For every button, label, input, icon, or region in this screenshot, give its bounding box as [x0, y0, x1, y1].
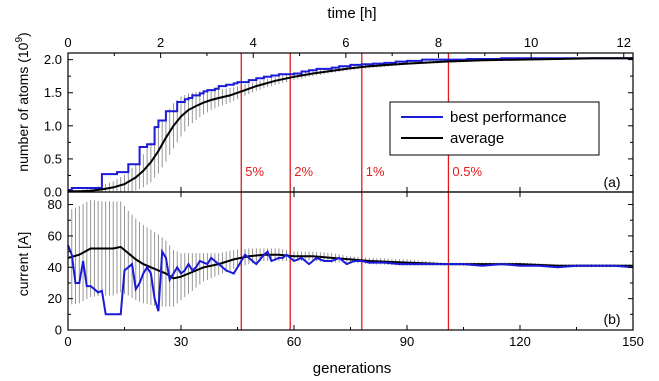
b-xtick-label: 60: [287, 334, 301, 349]
vertical-marker-label: 5%: [245, 164, 264, 179]
legend-box: [389, 101, 600, 156]
top-xtick-label: 0: [64, 35, 71, 50]
panel-a: 5% 2% 1% 0.5% 0.0 0.5 1.0 1.5 2.0 0 2 4 6 8 10 12 (a)…: [14, 32, 634, 200]
b-ytick-label: 60: [48, 228, 62, 243]
y-ticks-b: 0 20 40 60 80: [48, 197, 633, 338]
best-performance-line-b: [67, 244, 634, 316]
a-ytick-label: 0.5: [44, 151, 62, 166]
b-xtick-label: 0: [64, 334, 71, 349]
vertical-marker-label: 1%: [366, 164, 385, 179]
y-ticks-a: 0.0 0.5 1.0 1.5 2.0: [44, 52, 633, 200]
panel-label-a: (a): [603, 174, 620, 190]
top-xtick-label: 2: [157, 35, 164, 50]
top-xtick-label: 6: [342, 35, 349, 50]
top-xtick-label: 12: [617, 35, 631, 50]
legend-label-average: average: [450, 130, 504, 147]
b-xtick-label: 120: [509, 334, 531, 349]
y-axis-title-a: number of atoms (109): [14, 32, 31, 171]
top-xtick-label: 4: [250, 35, 257, 50]
a-ytick-label: 1.0: [44, 118, 62, 133]
a-ytick-label: 1.5: [44, 85, 62, 100]
top-x-ticks-a: 0 2 4 6 8 10 12: [64, 35, 631, 58]
best-performance-line-a: [68, 57, 633, 191]
b-xtick-label: 150: [622, 334, 644, 349]
x-ticks-b: 0 30 60 90 120 150: [64, 192, 644, 349]
top-xtick-label: 10: [524, 35, 538, 50]
vertical-marker-labels-a: 5% 2% 1% 0.5%: [245, 164, 482, 179]
top-axis-title: time [h]: [327, 5, 376, 22]
panel-b: 0 20 40 60 80 0 30 60 90 120 150 (b) current [A]: [15, 191, 644, 349]
b-ytick-label: 40: [48, 260, 62, 275]
vertical-marker-label: 2%: [294, 164, 313, 179]
b-xtick-label: 90: [400, 334, 414, 349]
b-ytick-label: 80: [48, 197, 62, 212]
b-xtick-label: 30: [174, 334, 188, 349]
average-line-a: [68, 57, 633, 193]
x-axis-title: generations: [313, 360, 391, 377]
legend: best performance average: [389, 101, 600, 156]
a-ytick-label: 0.0: [44, 185, 62, 200]
legend-label-best: best performance: [450, 109, 567, 126]
b-ytick-label: 20: [48, 291, 62, 306]
vertical-marker-label: 0.5%: [452, 164, 482, 179]
a-ytick-label: 2.0: [44, 52, 62, 67]
bottom-x-ticks-a: [67, 187, 634, 192]
panel-label-b: (b): [603, 311, 620, 327]
y-axis-title-b: current [A]: [15, 232, 31, 297]
b-ytick-label: 0: [55, 323, 62, 338]
top-xtick-label: 8: [435, 35, 442, 50]
